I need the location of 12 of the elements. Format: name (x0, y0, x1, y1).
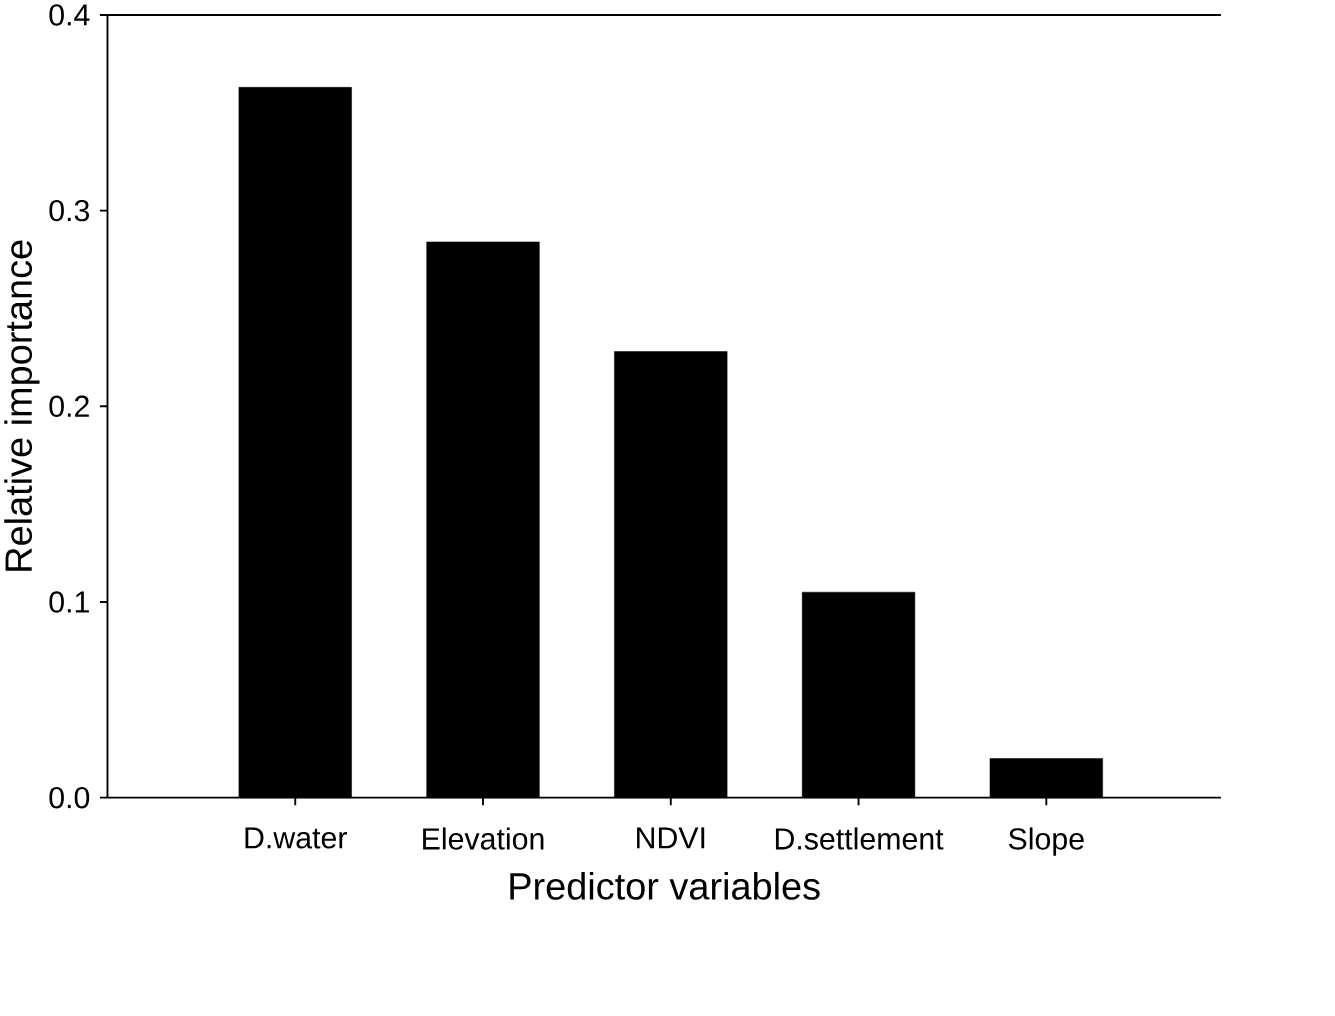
y-axis-title: Relative importance (4, 240, 40, 571)
x-tick-label: D.water (245, 827, 347, 849)
x-tick-label: Elevation (423, 827, 544, 850)
y-tick-label: 0.0 (49, 786, 90, 809)
y-tick-label: 0.2 (49, 395, 89, 417)
x-tick-label: Slope (1008, 827, 1084, 856)
x-tick-label: D.settlement (775, 827, 944, 850)
y-tick-label: 0.3 (49, 199, 90, 222)
y-tick-label: 0.4 (49, 4, 90, 26)
y-tick-label: 0.1 (49, 591, 89, 613)
x-tick-label: NDVI (637, 827, 705, 849)
x-axis-title: Predictor variables (510, 871, 820, 900)
